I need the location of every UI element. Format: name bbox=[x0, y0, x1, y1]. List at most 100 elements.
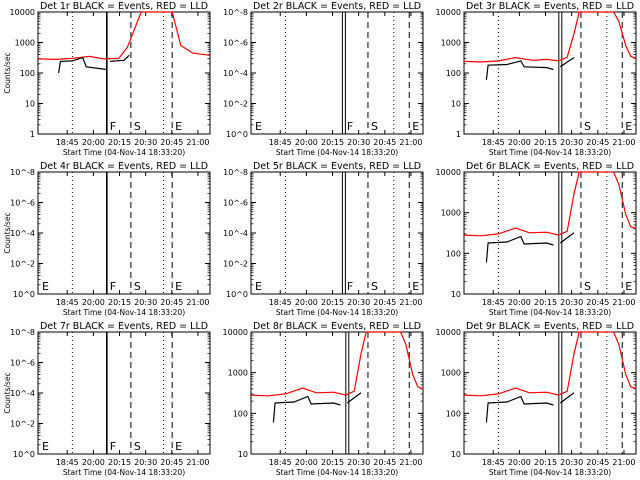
y-tick-label: 10^-6 bbox=[10, 199, 35, 208]
y-tick-label: 10000 bbox=[436, 328, 461, 337]
y-tick-label: 10000 bbox=[10, 8, 35, 17]
x-tick-label: 20:15 bbox=[108, 138, 131, 147]
flag-label: E bbox=[175, 280, 182, 293]
x-tick-label: 18:45 bbox=[482, 298, 505, 307]
y-tick-label: 10^0 bbox=[13, 290, 35, 299]
x-tick-label: 20:45 bbox=[160, 298, 183, 307]
events-series-line bbox=[485, 60, 554, 80]
y-tick-label: 10^-8 bbox=[10, 168, 35, 177]
x-tick-label: 21:00 bbox=[612, 138, 635, 147]
x-tick-label: 20:00 bbox=[508, 458, 531, 467]
flag-label: S bbox=[134, 120, 141, 133]
x-tick-label: 20:45 bbox=[586, 458, 609, 467]
detector-panel-4: Det 4r BLACK = Events, RED = LLD 10^0 10^-… bbox=[3, 161, 211, 317]
x-tick-label: 20:30 bbox=[347, 298, 370, 307]
events-series-line bbox=[485, 395, 554, 423]
x-axis-title: Start Time (04-Nov-14 18:33:20) bbox=[63, 468, 185, 477]
x-tick-label: 20:45 bbox=[373, 298, 396, 307]
x-tick-label: 20:30 bbox=[347, 138, 370, 147]
detector-panel-1: Det 1r BLACK = Events, RED = LLD 1 10 100 10… bbox=[3, 1, 211, 157]
x-axis-title: Start Time (04-Nov-14 18:33:20) bbox=[63, 308, 185, 317]
flag-label: S bbox=[584, 120, 591, 133]
plot-frame bbox=[250, 331, 424, 455]
panel-title: Det 5r BLACK = Events, RED = LLD bbox=[253, 161, 421, 172]
x-tick-label: 18:45 bbox=[269, 458, 292, 467]
y-tick-label: 1000 bbox=[441, 369, 461, 378]
x-tick-label: 20:15 bbox=[321, 458, 344, 467]
x-tick-label: 20:15 bbox=[534, 298, 557, 307]
x-tick-label: 18:45 bbox=[56, 298, 79, 307]
y-tick-label: 10^-4 bbox=[10, 389, 35, 398]
x-tick-label: 20:00 bbox=[295, 298, 318, 307]
flag-label: S bbox=[134, 440, 141, 453]
y-tick-label: 100 bbox=[446, 249, 461, 258]
lld-series-line bbox=[463, 171, 637, 237]
y-tick-label: 100 bbox=[446, 69, 461, 78]
x-tick-label: 20:00 bbox=[295, 458, 318, 467]
x-tick-label: 18:45 bbox=[56, 458, 79, 467]
x-tick-label: 21:00 bbox=[612, 458, 635, 467]
detector-panel-5: Det 5r BLACK = Events, RED = LLD 10^0 10^-… bbox=[223, 161, 424, 317]
flag-label: E bbox=[412, 280, 419, 293]
x-tick-label: 21:00 bbox=[186, 458, 209, 467]
flag-label: F bbox=[347, 120, 353, 133]
x-tick-label: 20:45 bbox=[373, 138, 396, 147]
y-tick-label: 10 bbox=[25, 100, 35, 109]
x-tick-label: 20:00 bbox=[295, 138, 318, 147]
events-series-line bbox=[58, 56, 107, 74]
y-tick-label: 10^-6 bbox=[223, 39, 248, 48]
y-tick-label: 1000 bbox=[228, 369, 248, 378]
x-tick-label: 20:45 bbox=[586, 138, 609, 147]
y-tick-label: 10^-2 bbox=[223, 260, 248, 269]
y-tick-label: 10000 bbox=[436, 168, 461, 177]
x-axis-title: Start Time (04-Nov-14 18:33:20) bbox=[276, 308, 398, 317]
flag-label: S bbox=[134, 280, 141, 293]
flag-label: S bbox=[371, 120, 378, 133]
x-axis-title: Start Time (04-Nov-14 18:33:20) bbox=[489, 308, 611, 317]
x-tick-label: 20:00 bbox=[508, 138, 531, 147]
x-axis-title: Start Time (04-Nov-14 18:33:20) bbox=[489, 148, 611, 157]
y-tick-label: 10000 bbox=[436, 8, 461, 17]
flag-label: E bbox=[412, 120, 419, 133]
y-tick-label: 10^-8 bbox=[223, 168, 248, 177]
x-tick-label: 18:45 bbox=[482, 458, 505, 467]
x-tick-label: 18:45 bbox=[482, 138, 505, 147]
x-tick-label: 21:00 bbox=[612, 298, 635, 307]
x-tick-label: 20:45 bbox=[160, 458, 183, 467]
x-tick-label: 20:15 bbox=[321, 298, 344, 307]
flag-label: E bbox=[42, 280, 49, 293]
panel-title: Det 9r BLACK = Events, RED = LLD bbox=[466, 321, 634, 332]
x-tick-label: 20:30 bbox=[134, 138, 157, 147]
panel-title: Det 7r BLACK = Events, RED = LLD bbox=[40, 321, 208, 332]
lld-series-line bbox=[463, 331, 637, 397]
panel-title: Det 4r BLACK = Events, RED = LLD bbox=[40, 161, 208, 172]
y-tick-label: 1000 bbox=[15, 39, 35, 48]
plot-frame bbox=[37, 171, 211, 295]
y-tick-label: 10^-4 bbox=[223, 229, 248, 238]
y-tick-label: 1000 bbox=[441, 39, 461, 48]
detector-panel-8: Det 8r BLACK = Events, RED = LLD 10 100 100… bbox=[223, 321, 424, 477]
flag-label: F bbox=[110, 280, 116, 293]
panel-title: Det 3r BLACK = Events, RED = LLD bbox=[466, 1, 634, 12]
plot-frame bbox=[250, 171, 424, 295]
plot-frame bbox=[463, 171, 637, 295]
x-tick-label: 20:15 bbox=[108, 458, 131, 467]
flag-label: E bbox=[175, 120, 182, 133]
x-tick-label: 21:00 bbox=[186, 298, 209, 307]
y-axis-title: Counts/sec bbox=[3, 52, 12, 93]
x-tick-label: 20:30 bbox=[134, 298, 157, 307]
flag-label: S bbox=[371, 280, 378, 293]
flag-label: E bbox=[255, 120, 262, 133]
y-tick-label: 10^-6 bbox=[223, 199, 248, 208]
x-tick-label: 20:15 bbox=[534, 138, 557, 147]
detector-panel-7: Det 7r BLACK = Events, RED = LLD 10^0 10^-… bbox=[3, 321, 211, 477]
flag-label: F bbox=[110, 120, 116, 133]
flag-label: F bbox=[110, 440, 116, 453]
y-tick-label: 10^-8 bbox=[10, 328, 35, 337]
y-tick-label: 10^-2 bbox=[10, 260, 35, 269]
y-tick-label: 100 bbox=[233, 409, 248, 418]
plot-frame bbox=[37, 11, 211, 135]
y-tick-label: 100 bbox=[446, 409, 461, 418]
x-tick-label: 20:00 bbox=[82, 458, 105, 467]
